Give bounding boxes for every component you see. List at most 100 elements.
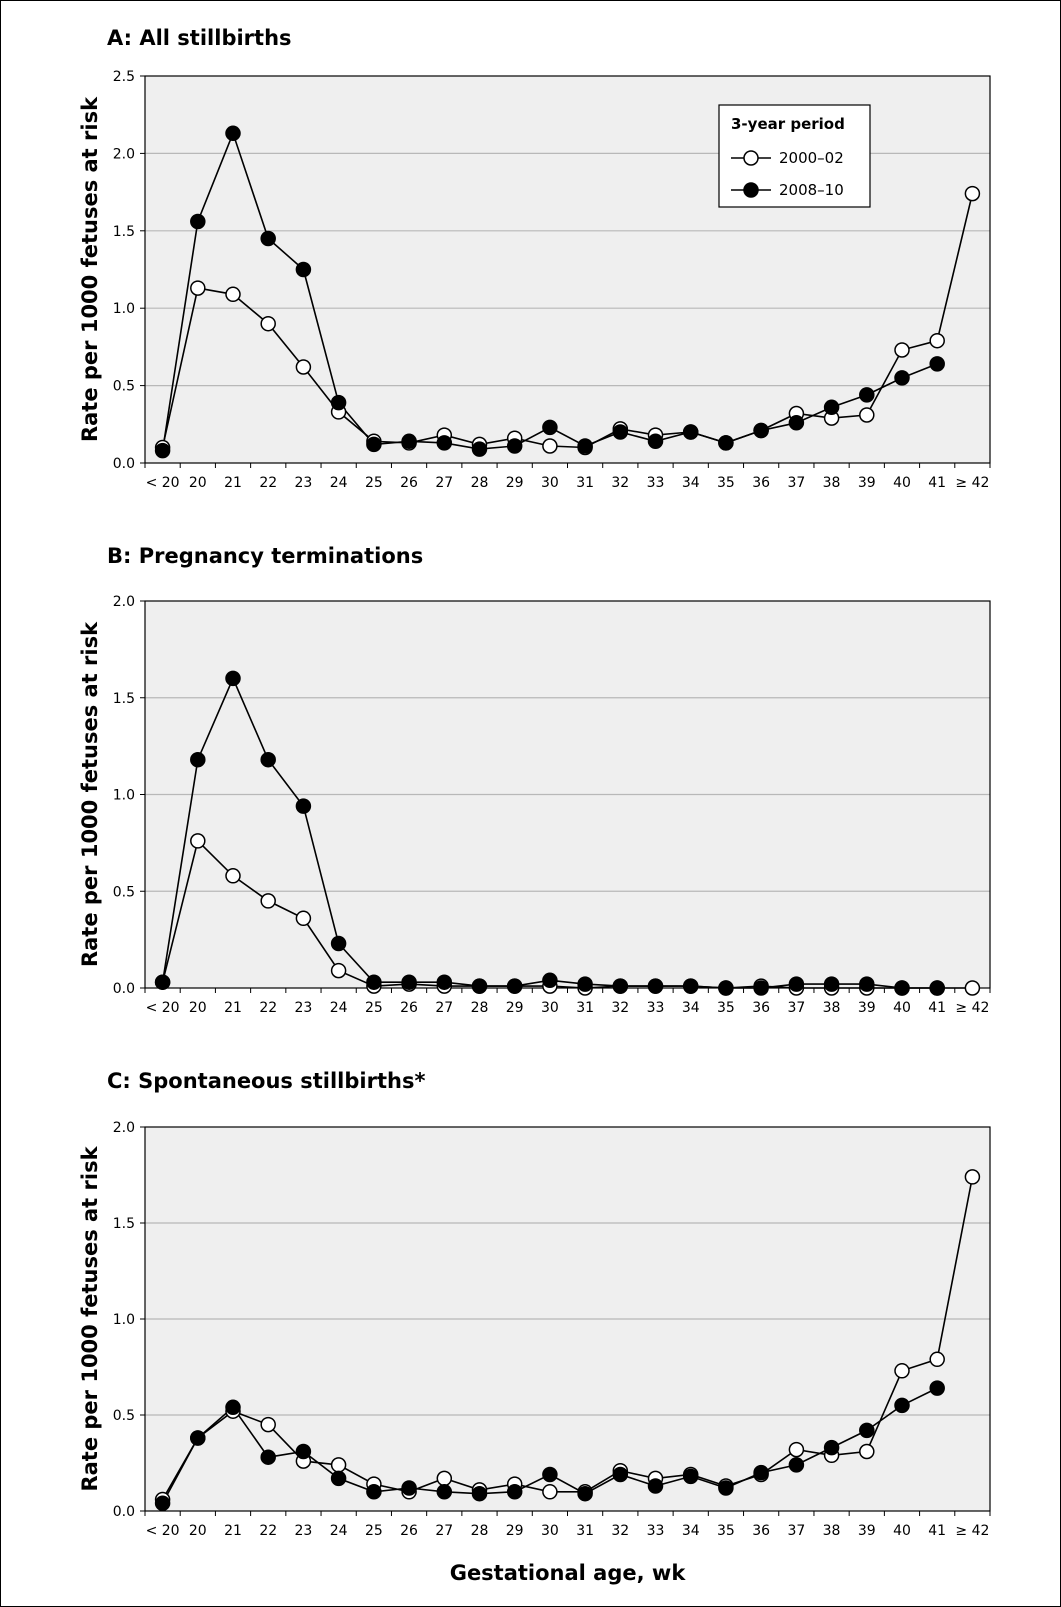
- data-point-filled: [542, 419, 558, 436]
- x-tick-label: ≥ 42: [955, 475, 989, 491]
- data-point-filled: [647, 978, 664, 994]
- data-point-filled: [401, 1480, 417, 1496]
- x-tick-label: 29: [506, 1000, 524, 1016]
- data-point-open: [964, 980, 981, 996]
- x-tick-label: 20: [189, 475, 207, 491]
- x-tick-label: 23: [295, 1000, 313, 1016]
- data-point-filled: [471, 978, 488, 994]
- x-tick-label: 38: [823, 475, 841, 491]
- data-point-filled: [260, 751, 276, 768]
- data-point-filled: [295, 261, 312, 278]
- x-tick-label: 29: [506, 1523, 524, 1539]
- data-point-open: [295, 910, 312, 927]
- data-point-filled: [471, 441, 488, 457]
- x-tick-label: 30: [541, 475, 559, 491]
- legend-title: 3-year period: [731, 115, 845, 133]
- data-point-open: [894, 342, 910, 358]
- x-tick-label: 31: [576, 1523, 594, 1539]
- data-point-filled: [788, 415, 805, 431]
- data-point-filled: [366, 974, 382, 990]
- data-point-filled: [577, 438, 593, 454]
- data-point-filled: [788, 976, 805, 992]
- x-tick-label: 35: [717, 475, 735, 491]
- chart-panel-a: A: All stillbirths 0.0 0.5 1.0 1.5 2.0 2.5 < 2…: [78, 26, 991, 491]
- data-point-open: [859, 407, 875, 423]
- data-point-filled: [154, 442, 171, 459]
- y-axis-title: Rate per 1000 fetuses at risk: [78, 1145, 102, 1491]
- data-point-filled: [190, 1430, 206, 1446]
- y-tick-label: 2.5: [113, 69, 135, 85]
- data-point-filled: [788, 1457, 805, 1473]
- y-tick-label: 2.0: [113, 594, 135, 610]
- x-tick-label: 25: [365, 475, 383, 491]
- x-tick-label: 32: [611, 1523, 629, 1539]
- data-point-open: [330, 962, 347, 979]
- chart-panel-b: B: Pregnancy terminations 0.0 0.5 1.0 1.5 2.…: [78, 544, 991, 1016]
- x-tick-label: 41: [928, 475, 946, 491]
- x-tick-label: 39: [858, 1000, 876, 1016]
- y-tick-label: 1.5: [113, 224, 135, 240]
- data-point-filled: [154, 974, 171, 990]
- x-tick-label: 28: [471, 1523, 489, 1539]
- data-point-filled: [753, 422, 769, 439]
- data-point-filled: [823, 1439, 840, 1456]
- x-tick-label: ≥ 42: [955, 1000, 989, 1016]
- x-tick-label: 40: [893, 475, 911, 491]
- y-tick-label: 2.0: [113, 146, 135, 162]
- x-tick-label: 34: [682, 1523, 700, 1539]
- data-point-filled: [718, 435, 734, 451]
- data-point-open: [260, 1416, 276, 1433]
- data-point-open: [788, 1441, 805, 1458]
- x-tick-label: 34: [682, 1000, 700, 1016]
- x-tick-label: 40: [893, 1000, 911, 1016]
- x-tick-label: 31: [576, 1000, 594, 1016]
- x-tick-label: 28: [471, 475, 489, 491]
- data-point-open: [542, 1484, 558, 1500]
- x-tick-label: 35: [717, 1000, 735, 1016]
- x-tick-label: 25: [365, 1523, 383, 1539]
- x-tick-label: 36: [752, 1523, 770, 1539]
- x-tick-label: 20: [189, 1000, 207, 1016]
- x-tick-label: 39: [858, 1523, 876, 1539]
- data-point-open: [260, 893, 276, 909]
- x-tick-label: 27: [435, 1523, 453, 1539]
- data-point-filled: [894, 1397, 910, 1414]
- data-point-filled: [647, 433, 664, 450]
- data-point-filled: [190, 751, 206, 768]
- data-point-filled: [894, 370, 910, 386]
- data-point-filled: [718, 980, 734, 996]
- data-point-filled: [929, 356, 945, 372]
- x-tick-label: 21: [224, 1000, 242, 1016]
- data-point-filled: [506, 1484, 523, 1500]
- data-point-open: [859, 1443, 875, 1460]
- x-tick-label: 38: [823, 1000, 841, 1016]
- data-point-filled: [190, 213, 206, 230]
- data-point-filled: [401, 433, 417, 450]
- panel-title: B: Pregnancy terminations: [107, 544, 423, 568]
- x-tick-label: ≥ 42: [955, 1523, 989, 1539]
- data-point-open: [436, 1470, 453, 1487]
- x-tick-label: < 20: [146, 475, 180, 491]
- data-point-filled: [471, 1485, 488, 1502]
- data-point-filled: [753, 1464, 769, 1481]
- x-tick-label: 24: [330, 1000, 348, 1016]
- data-point-filled: [577, 976, 593, 992]
- x-tick-label: 24: [330, 475, 348, 491]
- data-point-filled: [859, 387, 875, 403]
- data-point-filled: [929, 1380, 945, 1396]
- data-point-filled: [225, 670, 241, 687]
- x-tick-label: 39: [858, 475, 876, 491]
- y-tick-label: 1.0: [113, 788, 135, 804]
- data-point-filled: [260, 230, 276, 247]
- data-point-filled: [506, 978, 523, 994]
- data-point-filled: [295, 1443, 312, 1460]
- x-tick-label: 41: [928, 1523, 946, 1539]
- y-tick-label: 0.5: [113, 1408, 135, 1424]
- x-tick-label: 21: [224, 475, 242, 491]
- legend-label: 2000–02: [779, 149, 844, 167]
- data-point-open: [542, 438, 558, 454]
- data-point-filled: [260, 1449, 276, 1465]
- data-point-filled: [859, 976, 875, 992]
- panel-title: C: Spontaneous stillbirths*: [107, 1069, 425, 1093]
- data-point-filled: [612, 424, 629, 440]
